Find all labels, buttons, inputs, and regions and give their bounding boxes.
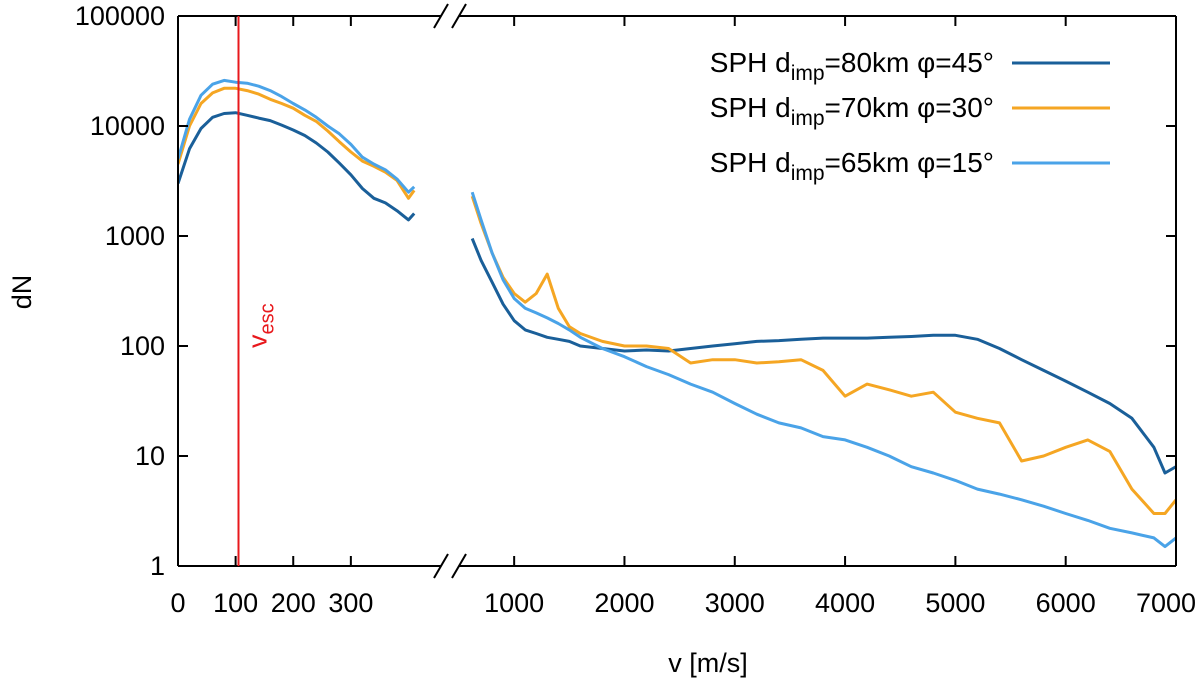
x-tick-label: 4000 xyxy=(815,588,875,618)
legend-label-3: SPH dimp=65km φ=15° xyxy=(710,147,994,185)
x-tick-label: 3000 xyxy=(705,588,765,618)
y-tick-label: 100000 xyxy=(75,1,165,31)
x-tick-label: 100 xyxy=(213,588,258,618)
axis-break-mark-top-1 xyxy=(433,3,449,29)
x-tick-label: 1000 xyxy=(484,588,544,618)
x-tick-label: 7000 xyxy=(1136,588,1196,618)
series-3-line-low xyxy=(178,78,416,194)
escape-velocity-label: vesc xyxy=(243,303,279,348)
series-1-line-high xyxy=(470,237,1176,475)
y-tick-label: 1 xyxy=(150,551,165,581)
y-axis-label: dN xyxy=(7,275,37,310)
series-2-line-high xyxy=(470,195,1176,515)
x-tick-label: 2000 xyxy=(594,588,654,618)
y-tick-label: 10000 xyxy=(90,111,165,141)
axis-break-mark-bottom-1 xyxy=(433,553,449,579)
series-1-line-low xyxy=(178,111,416,222)
y-tick-label: 100 xyxy=(120,331,165,361)
x-tick-label: 5000 xyxy=(925,588,985,618)
x-tick-label: 200 xyxy=(271,588,316,618)
series-2-line-low xyxy=(178,86,416,200)
y-tick-label: 1000 xyxy=(105,221,165,251)
y-tick-label: 10 xyxy=(135,441,165,471)
x-tick-label: 0 xyxy=(170,588,185,618)
x-tick-label: 300 xyxy=(328,588,373,618)
x-axis-label: v [m/s] xyxy=(668,648,748,678)
x-tick-label: 6000 xyxy=(1036,588,1096,618)
axis-break-mark-bottom-2 xyxy=(451,553,467,579)
legend-label-1: SPH dimp=80km φ=45° xyxy=(710,47,994,85)
series-3-line-high xyxy=(470,191,1176,549)
axis-break-mark-top-2 xyxy=(451,3,467,29)
legend-label-2: SPH dimp=70km φ=30° xyxy=(710,92,994,130)
